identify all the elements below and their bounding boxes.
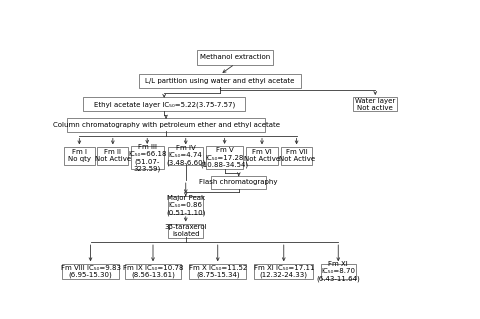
- Text: Fm V
IC₅₀=17.28
(10.88-34.54): Fm V IC₅₀=17.28 (10.88-34.54): [201, 147, 249, 168]
- Text: Fm X IC₅₀=11.52
(8.75-15.34): Fm X IC₅₀=11.52 (8.75-15.34): [189, 264, 247, 278]
- FancyBboxPatch shape: [168, 196, 203, 214]
- Text: Major Peak
IC₅₀=0.86
(0.51-1.10): Major Peak IC₅₀=0.86 (0.51-1.10): [166, 195, 205, 216]
- Text: Fm III
IC₅₀=66.18
(51.07-
323.59): Fm III IC₅₀=66.18 (51.07- 323.59): [128, 144, 167, 172]
- FancyBboxPatch shape: [281, 147, 312, 165]
- FancyBboxPatch shape: [64, 147, 95, 165]
- FancyBboxPatch shape: [67, 118, 265, 132]
- Text: Fm XI IC₅₀=17.11
(12.32-24.33): Fm XI IC₅₀=17.11 (12.32-24.33): [253, 264, 314, 278]
- Text: Water layer
Not active: Water layer Not active: [355, 98, 396, 111]
- FancyBboxPatch shape: [139, 74, 300, 88]
- Text: L/L partition using water and ethyl acetate: L/L partition using water and ethyl acet…: [145, 78, 295, 84]
- Text: Fm II
Not Active: Fm II Not Active: [95, 149, 131, 162]
- FancyBboxPatch shape: [211, 176, 266, 189]
- FancyBboxPatch shape: [168, 224, 203, 238]
- FancyBboxPatch shape: [125, 264, 181, 279]
- Text: Fm VII
Not Active: Fm VII Not Active: [278, 149, 315, 162]
- FancyBboxPatch shape: [197, 50, 273, 64]
- FancyBboxPatch shape: [254, 264, 313, 279]
- FancyBboxPatch shape: [190, 264, 246, 279]
- Text: Fm XI
IC₅₀=8.70
(6.43-11.64): Fm XI IC₅₀=8.70 (6.43-11.64): [316, 261, 360, 282]
- Text: 3β-taraxerol
isolated: 3β-taraxerol isolated: [165, 224, 207, 237]
- Text: Fm VI
Not Active: Fm VI Not Active: [244, 149, 280, 162]
- FancyBboxPatch shape: [84, 98, 245, 111]
- FancyBboxPatch shape: [206, 146, 243, 169]
- Text: Methanol extraction: Methanol extraction: [200, 54, 270, 60]
- Text: Fm IV
IC₅₀=4.74
(3.48-6.60): Fm IV IC₅₀=4.74 (3.48-6.60): [166, 145, 205, 166]
- FancyBboxPatch shape: [168, 147, 203, 165]
- FancyBboxPatch shape: [131, 146, 164, 169]
- Text: Column chromatography with petroleum ether and ethyl acetate: Column chromatography with petroleum eth…: [52, 122, 279, 128]
- FancyBboxPatch shape: [353, 98, 397, 111]
- FancyBboxPatch shape: [246, 147, 277, 165]
- Text: Ethyl acetate layer IC₅₀=5.22(3.75-7.57): Ethyl acetate layer IC₅₀=5.22(3.75-7.57): [94, 101, 235, 108]
- Text: Flash chromatography: Flash chromatography: [200, 180, 278, 185]
- Text: Fm I
No qty: Fm I No qty: [68, 149, 91, 162]
- FancyBboxPatch shape: [97, 147, 129, 165]
- FancyBboxPatch shape: [62, 264, 119, 279]
- Text: Fm VIII IC₅₀=9.83
(6.95-15.30): Fm VIII IC₅₀=9.83 (6.95-15.30): [60, 264, 120, 278]
- Text: Fm IX IC₅₀=10.78
(8.56-13.61): Fm IX IC₅₀=10.78 (8.56-13.61): [123, 264, 183, 278]
- FancyBboxPatch shape: [321, 264, 356, 279]
